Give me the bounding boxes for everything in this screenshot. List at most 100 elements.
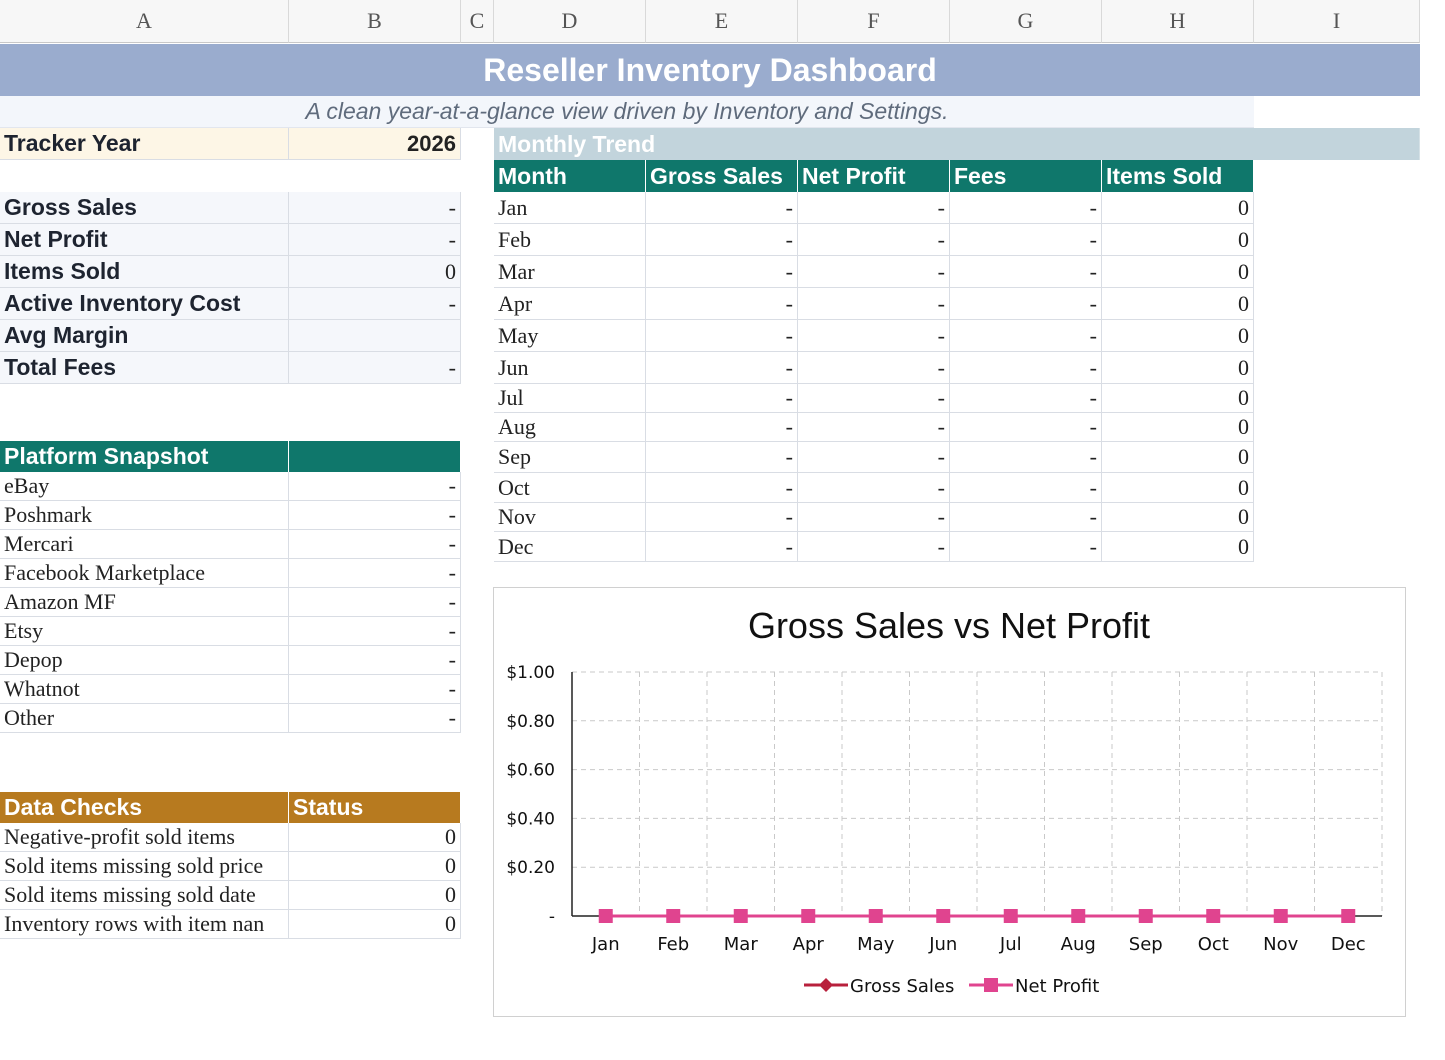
- kpi-label[interactable]: Total Fees: [0, 352, 289, 384]
- trend-month[interactable]: Sep: [494, 442, 646, 473]
- trend-month[interactable]: Mar: [494, 256, 646, 288]
- data-check-label[interactable]: Inventory rows with item nan: [0, 910, 289, 939]
- trend-header[interactable]: Net Profit: [798, 160, 950, 192]
- data-check-label[interactable]: Negative-profit sold items: [0, 823, 289, 852]
- trend-cell[interactable]: -: [646, 473, 798, 503]
- trend-cell[interactable]: -: [798, 384, 950, 413]
- column-header-c[interactable]: C: [461, 0, 494, 43]
- platform-name[interactable]: Depop: [0, 646, 289, 675]
- trend-cell[interactable]: 0: [1102, 442, 1254, 473]
- trend-cell[interactable]: -: [950, 473, 1102, 503]
- trend-cell[interactable]: -: [950, 503, 1102, 532]
- trend-cell[interactable]: -: [646, 224, 798, 256]
- data-checks-status-header[interactable]: Status: [289, 792, 461, 823]
- kpi-label[interactable]: Active Inventory Cost: [0, 288, 289, 320]
- column-header-f[interactable]: F: [798, 0, 950, 43]
- trend-month[interactable]: Jun: [494, 352, 646, 384]
- trend-cell[interactable]: -: [950, 256, 1102, 288]
- trend-cell[interactable]: -: [798, 413, 950, 442]
- trend-cell[interactable]: -: [798, 473, 950, 503]
- trend-cell[interactable]: 0: [1102, 503, 1254, 532]
- trend-cell[interactable]: -: [798, 288, 950, 320]
- trend-cell[interactable]: -: [646, 442, 798, 473]
- trend-cell[interactable]: 0: [1102, 256, 1254, 288]
- platform-value[interactable]: -: [289, 530, 461, 559]
- data-check-status[interactable]: 0: [289, 881, 461, 910]
- trend-cell[interactable]: -: [646, 288, 798, 320]
- kpi-value[interactable]: -: [289, 288, 461, 320]
- trend-cell[interactable]: -: [798, 352, 950, 384]
- platform-name[interactable]: eBay: [0, 472, 289, 501]
- data-check-label[interactable]: Sold items missing sold price: [0, 852, 289, 881]
- trend-cell[interactable]: -: [646, 503, 798, 532]
- data-check-status[interactable]: 0: [289, 910, 461, 939]
- platform-value[interactable]: -: [289, 472, 461, 501]
- platform-value[interactable]: -: [289, 704, 461, 733]
- trend-cell[interactable]: -: [646, 192, 798, 224]
- trend-header[interactable]: Month: [494, 160, 646, 192]
- data-check-status[interactable]: 0: [289, 852, 461, 881]
- trend-header[interactable]: Fees: [950, 160, 1102, 192]
- trend-month[interactable]: May: [494, 320, 646, 352]
- platform-snapshot-header-blank[interactable]: [289, 441, 461, 472]
- platform-name[interactable]: Whatnot: [0, 675, 289, 704]
- kpi-value[interactable]: 0: [289, 256, 461, 288]
- trend-cell[interactable]: -: [646, 352, 798, 384]
- trend-cell[interactable]: 0: [1102, 224, 1254, 256]
- trend-header[interactable]: Gross Sales: [646, 160, 798, 192]
- trend-cell[interactable]: 0: [1102, 473, 1254, 503]
- kpi-value[interactable]: -: [289, 192, 461, 224]
- trend-cell[interactable]: -: [950, 192, 1102, 224]
- platform-value[interactable]: -: [289, 588, 461, 617]
- trend-cell[interactable]: -: [798, 503, 950, 532]
- trend-month[interactable]: Feb: [494, 224, 646, 256]
- trend-cell[interactable]: -: [950, 320, 1102, 352]
- trend-cell[interactable]: -: [950, 352, 1102, 384]
- trend-cell[interactable]: -: [798, 320, 950, 352]
- trend-month[interactable]: Nov: [494, 503, 646, 532]
- kpi-value[interactable]: -: [289, 224, 461, 256]
- kpi-value[interactable]: -: [289, 352, 461, 384]
- trend-month[interactable]: Jan: [494, 192, 646, 224]
- trend-cell[interactable]: -: [950, 384, 1102, 413]
- trend-cell[interactable]: -: [646, 413, 798, 442]
- trend-cell[interactable]: -: [646, 320, 798, 352]
- trend-cell[interactable]: -: [950, 288, 1102, 320]
- trend-cell[interactable]: 0: [1102, 288, 1254, 320]
- kpi-label[interactable]: Net Profit: [0, 224, 289, 256]
- platform-snapshot-header[interactable]: Platform Snapshot: [0, 441, 289, 472]
- trend-cell[interactable]: -: [798, 224, 950, 256]
- trend-month[interactable]: Apr: [494, 288, 646, 320]
- platform-name[interactable]: Mercari: [0, 530, 289, 559]
- platform-value[interactable]: -: [289, 617, 461, 646]
- trend-month[interactable]: Dec: [494, 532, 646, 562]
- platform-name[interactable]: Amazon MF: [0, 588, 289, 617]
- trend-cell[interactable]: 0: [1102, 413, 1254, 442]
- trend-cell[interactable]: 0: [1102, 352, 1254, 384]
- kpi-label[interactable]: Items Sold: [0, 256, 289, 288]
- platform-value[interactable]: -: [289, 675, 461, 704]
- trend-month[interactable]: Oct: [494, 473, 646, 503]
- column-header-d[interactable]: D: [494, 0, 646, 43]
- data-check-label[interactable]: Sold items missing sold date: [0, 881, 289, 910]
- trend-cell[interactable]: -: [798, 442, 950, 473]
- column-header-i[interactable]: I: [1254, 0, 1420, 43]
- column-header-e[interactable]: E: [646, 0, 798, 43]
- platform-name[interactable]: Etsy: [0, 617, 289, 646]
- platform-name[interactable]: Facebook Marketplace: [0, 559, 289, 588]
- column-header-a[interactable]: A: [0, 0, 289, 43]
- kpi-value[interactable]: [289, 320, 461, 352]
- kpi-label[interactable]: Avg Margin: [0, 320, 289, 352]
- platform-value[interactable]: -: [289, 559, 461, 588]
- trend-cell[interactable]: -: [798, 532, 950, 562]
- trend-cell[interactable]: 0: [1102, 384, 1254, 413]
- trend-cell[interactable]: -: [646, 256, 798, 288]
- gross-vs-net-chart[interactable]: Gross Sales vs Net Profit - $0.20 $0.40 $0.6…: [493, 587, 1406, 1017]
- platform-value[interactable]: -: [289, 646, 461, 675]
- trend-cell[interactable]: -: [798, 256, 950, 288]
- column-header-h[interactable]: H: [1102, 0, 1254, 43]
- trend-month[interactable]: Jul: [494, 384, 646, 413]
- data-checks-header[interactable]: Data Checks: [0, 792, 289, 823]
- platform-value[interactable]: -: [289, 501, 461, 530]
- trend-cell[interactable]: 0: [1102, 532, 1254, 562]
